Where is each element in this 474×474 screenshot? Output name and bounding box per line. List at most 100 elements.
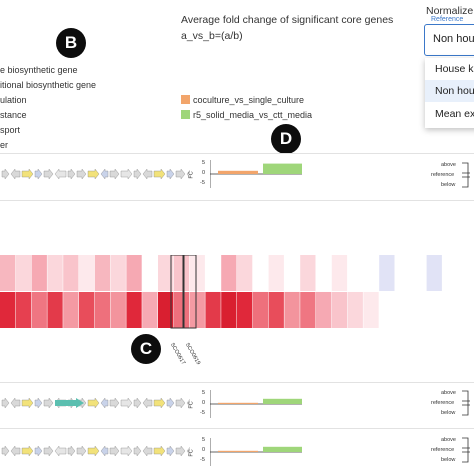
gene-arrow bbox=[43, 445, 54, 457]
menu-option-mean[interactable]: Mean ex bbox=[435, 108, 474, 120]
gene-arrow bbox=[120, 397, 133, 409]
ref-bracket-1 bbox=[462, 162, 470, 188]
legend-label-r5: r5_solid_media_vs_ctt_media bbox=[193, 110, 313, 120]
ref-legend-reference-3: reference bbox=[431, 447, 455, 453]
gene-arrow bbox=[109, 168, 120, 180]
heatmap-cell bbox=[205, 255, 221, 291]
heatmap-cell bbox=[31, 292, 47, 328]
gene-arrow bbox=[67, 168, 76, 180]
heatmap-cell bbox=[47, 255, 63, 291]
heatmap-cell bbox=[347, 255, 363, 291]
heatmap-cell bbox=[252, 255, 269, 291]
ref-legend-below-2: below bbox=[441, 410, 456, 416]
gene-arrow bbox=[1, 397, 10, 409]
gene-arrow bbox=[34, 397, 43, 409]
ref-legend-above-2: above bbox=[441, 390, 456, 396]
gene-arrow bbox=[21, 445, 34, 457]
heatmap-cell bbox=[395, 292, 411, 328]
gene-legend-5: sport bbox=[0, 125, 21, 135]
gene-arrow bbox=[54, 168, 67, 180]
heatmap-cell bbox=[442, 255, 458, 291]
gene-arrow bbox=[175, 397, 186, 409]
gene-arrow bbox=[67, 445, 76, 457]
gene-arrow bbox=[87, 397, 100, 409]
heatmap-cell bbox=[379, 292, 395, 328]
heatmap-cell bbox=[15, 255, 32, 291]
normalize-menu: House k Non hou Mean ex bbox=[425, 58, 474, 128]
gene-legend-6: er bbox=[0, 140, 9, 150]
gene-arrow bbox=[100, 168, 109, 180]
gene-arrow bbox=[1, 445, 10, 457]
gene-arrow bbox=[166, 397, 175, 409]
menu-option-nonhouse[interactable]: Non hou bbox=[435, 85, 474, 97]
fc-bars-1 bbox=[210, 160, 302, 188]
heatmap-cell bbox=[442, 292, 458, 328]
heatmap-cell bbox=[158, 255, 174, 291]
dropdown-selected-value: Non hou bbox=[433, 33, 474, 45]
normalize-label: Normalize bbox=[426, 5, 474, 17]
gene-arrow bbox=[34, 445, 43, 457]
gene-arrow bbox=[34, 168, 43, 180]
gene-arrow bbox=[186, 398, 190, 408]
heatmap-cell bbox=[284, 292, 300, 328]
normalize-dropdown[interactable]: Reference Non hou bbox=[424, 16, 474, 56]
heatmap-cell bbox=[237, 292, 253, 328]
gene-arrow-teal bbox=[55, 398, 84, 408]
heatmap-cell bbox=[237, 255, 253, 291]
heatmap-selected-column bbox=[183, 255, 197, 329]
heatmap-cell bbox=[221, 255, 237, 291]
gene-arrow bbox=[166, 445, 175, 457]
heatmap-cell bbox=[379, 255, 395, 291]
gene-arrow bbox=[142, 397, 153, 409]
gene-arrow bbox=[21, 168, 34, 180]
ref-legend-above-1: above bbox=[441, 162, 456, 168]
heatmap-cell bbox=[426, 292, 442, 328]
gene-arrow bbox=[120, 445, 133, 457]
heatmap-cell bbox=[63, 255, 79, 291]
heatmap-cell bbox=[410, 292, 427, 328]
heatmap-cell bbox=[0, 292, 16, 328]
heatmap-cell bbox=[284, 255, 300, 291]
heatmap-cell bbox=[79, 292, 95, 328]
heatmap-cell bbox=[300, 255, 316, 291]
gene-arrow bbox=[10, 397, 21, 409]
fc-bar-r5 bbox=[263, 163, 302, 174]
fc-bar-coculture bbox=[218, 402, 258, 404]
heatmap-cell bbox=[110, 255, 126, 291]
heatmap-cell bbox=[94, 292, 111, 328]
menu-option-highlight bbox=[425, 80, 474, 102]
heatmap-cell bbox=[347, 292, 363, 328]
heatmap-cell bbox=[126, 255, 142, 291]
gene-legend-1: e biosynthetic gene bbox=[0, 65, 78, 75]
heatmap-cell bbox=[221, 292, 237, 328]
heatmap-cell bbox=[426, 255, 442, 291]
gene-arrow bbox=[87, 168, 100, 180]
heatmap-cell bbox=[142, 292, 158, 328]
gene-arrow bbox=[142, 445, 153, 457]
heatmap-cell bbox=[189, 255, 205, 291]
fc-tick-1a: 5 bbox=[202, 160, 206, 166]
gene-arrow bbox=[153, 445, 166, 457]
fc-bar-r5 bbox=[263, 398, 302, 404]
badge-b: B bbox=[56, 28, 86, 58]
fc-bars-2 bbox=[210, 390, 302, 418]
ref-legend-below-1: below bbox=[441, 182, 456, 188]
heatmap-selected-column bbox=[170, 255, 184, 329]
cluster-arrows-3 bbox=[1, 445, 190, 457]
heatmap-cell bbox=[142, 255, 158, 291]
fc-bar-coculture bbox=[218, 450, 258, 452]
badge-c: C bbox=[131, 334, 161, 364]
legend-label-coculture: coculture_vs_single_culture bbox=[193, 95, 305, 105]
heatmap-cell bbox=[47, 292, 63, 328]
gene-arrow bbox=[175, 168, 186, 180]
fc-tick-3a: 5 bbox=[202, 437, 206, 443]
gene-arrow bbox=[43, 168, 54, 180]
fold-change-title: Average fold change of significant core … bbox=[181, 14, 394, 26]
heatmap-cell bbox=[110, 292, 126, 328]
gene-arrow bbox=[186, 446, 190, 456]
menu-option-house[interactable]: House k bbox=[435, 63, 474, 75]
gene-legend-3: ulation bbox=[0, 95, 27, 105]
heatmap-cell bbox=[316, 255, 332, 291]
gene-arrow bbox=[21, 397, 34, 409]
gene-arrow bbox=[109, 445, 120, 457]
